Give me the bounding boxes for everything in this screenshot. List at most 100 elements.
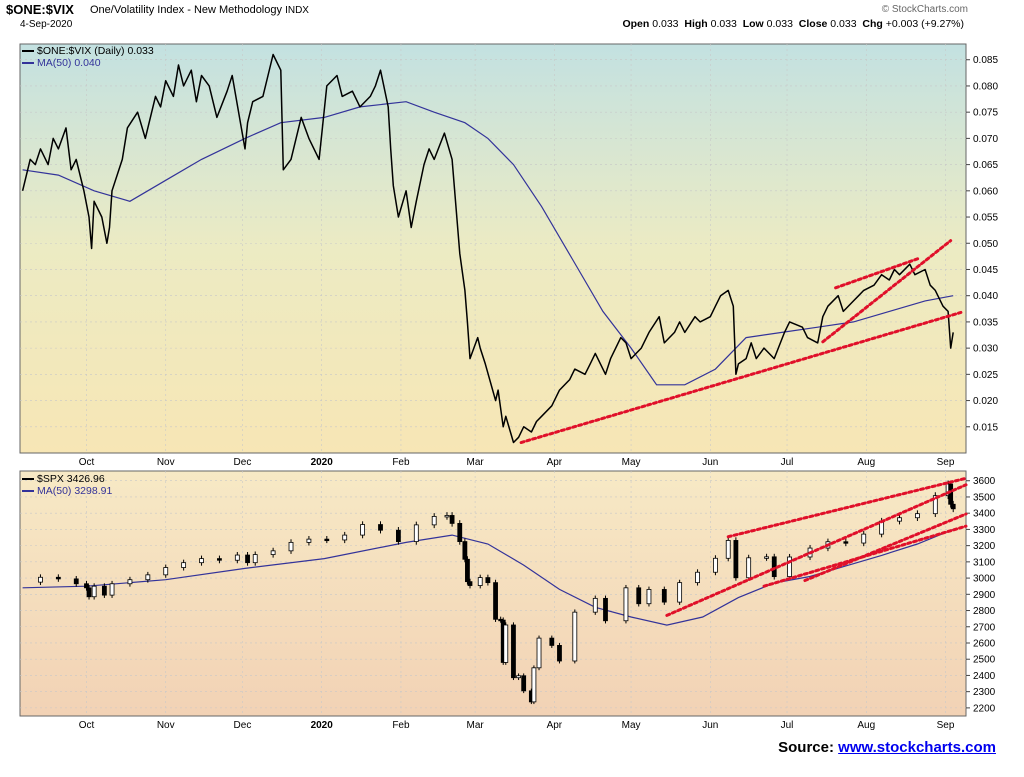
x-tick-label: Aug	[857, 457, 875, 468]
x-tick-label: Jun	[702, 720, 718, 731]
candle-body	[270, 550, 276, 555]
legend-swatch	[22, 490, 34, 492]
x-tick-label: Jun	[702, 457, 718, 468]
y-tick-label: 0.080	[973, 81, 998, 92]
legend-swatch	[22, 62, 34, 64]
y-tick-label: 0.015	[973, 422, 998, 433]
candle-body	[449, 515, 455, 524]
candle-body	[646, 589, 652, 605]
source-link[interactable]: www.stockcharts.com	[838, 739, 996, 756]
candle-body	[342, 534, 348, 541]
candle-body	[549, 637, 555, 646]
top-legend-price: $ONE:$VIX (Daily) 0.033	[22, 45, 154, 57]
candle-body	[787, 556, 792, 578]
y-tick-label: 3200	[973, 541, 996, 552]
y-tick-label: 2200	[973, 703, 996, 714]
y-tick-label: 0.030	[973, 344, 998, 355]
price-line	[21, 53, 954, 444]
candle-body	[288, 541, 294, 552]
candle-body	[725, 540, 731, 559]
x-tick-label: Sep	[937, 457, 955, 468]
chart-date: 4-Sep-2020	[20, 19, 73, 30]
y-tick-label: 2300	[973, 687, 996, 698]
candle-body	[413, 524, 419, 542]
candle-body	[145, 574, 151, 581]
candle-body	[950, 503, 956, 510]
x-tick-label: Aug	[857, 720, 875, 731]
x-tick-label: 2020	[311, 457, 334, 468]
candle-body	[861, 533, 867, 544]
candle-body	[531, 667, 537, 703]
x-tick-label: Jul	[781, 457, 794, 468]
x-tick-label: Mar	[466, 720, 484, 731]
x-tick-label: Oct	[79, 720, 95, 731]
x-tick-label: Oct	[79, 457, 95, 468]
x-tick-label: Dec	[234, 720, 252, 731]
candle-body	[948, 483, 954, 505]
x-tick-label: May	[622, 720, 641, 731]
candle-body	[86, 587, 92, 598]
chart-symbol: $ONE:$VIX	[6, 2, 74, 17]
candle-body	[623, 587, 629, 622]
candle-body	[163, 567, 169, 576]
candle-body	[431, 516, 437, 526]
y-tick-label: 2600	[973, 638, 996, 649]
y-tick-label: 0.045	[973, 265, 998, 276]
candle-body	[843, 541, 849, 544]
plot-area	[19, 470, 967, 717]
candle-body	[603, 597, 608, 622]
candle-body	[485, 577, 491, 584]
x-tick-label: Feb	[392, 720, 410, 731]
candle-body	[84, 583, 89, 589]
legend-swatch	[22, 478, 34, 480]
x-tick-label: Mar	[466, 457, 484, 468]
y-tick-label: 3300	[973, 525, 996, 536]
y-tick-label: 0.035	[973, 317, 998, 328]
plot-area	[19, 43, 967, 454]
candle-body	[91, 585, 97, 598]
candle-body	[764, 556, 769, 559]
ohlc-readout: Open 0.033 High 0.033 Low 0.033 Close 0.…	[622, 18, 964, 30]
top-legend-ma: MA(50) 0.040	[22, 57, 101, 69]
legend-swatch	[22, 50, 34, 52]
candle-body	[127, 579, 133, 585]
candle-body	[245, 554, 250, 564]
candle-body	[462, 541, 468, 560]
candle-body	[217, 558, 222, 561]
red-trendline	[665, 483, 968, 617]
candle-body	[733, 540, 739, 579]
candle-body	[695, 571, 700, 584]
candle-body	[55, 576, 61, 580]
candle-body	[101, 585, 107, 596]
red-trendline	[762, 524, 968, 588]
candle-body	[511, 624, 516, 679]
y-tick-label: 0.020	[973, 396, 998, 407]
candle-body	[306, 538, 312, 543]
candle-body	[557, 645, 562, 662]
candle-body	[378, 524, 383, 531]
candle-body	[444, 515, 450, 518]
candle-body	[897, 517, 902, 522]
y-tick-label: 2900	[973, 590, 996, 601]
red-trendline	[803, 512, 968, 583]
y-tick-label: 0.065	[973, 160, 998, 171]
candle-body	[915, 513, 920, 519]
candle-body	[932, 495, 938, 515]
candle-body	[73, 578, 79, 585]
candle-body	[746, 557, 752, 579]
red-trendline	[726, 476, 968, 539]
x-tick-label: May	[622, 457, 641, 468]
candle-body	[713, 557, 718, 573]
y-tick-label: 0.040	[973, 291, 998, 302]
y-tick-label: 0.055	[973, 213, 998, 224]
candle-body	[252, 554, 258, 564]
y-tick-label: 0.070	[973, 134, 998, 145]
x-tick-label: Apr	[547, 720, 563, 731]
candle-body	[109, 583, 115, 596]
vix-ratio-panel: 0.085 0.080 0.075 0.070 0.065 0.060 0.055 0.050…	[19, 43, 998, 468]
candle-body	[395, 529, 401, 542]
x-tick-label: Sep	[937, 720, 955, 731]
x-tick-label: 2020	[311, 720, 334, 731]
red-trendline	[834, 256, 922, 290]
candle-body	[516, 675, 521, 679]
